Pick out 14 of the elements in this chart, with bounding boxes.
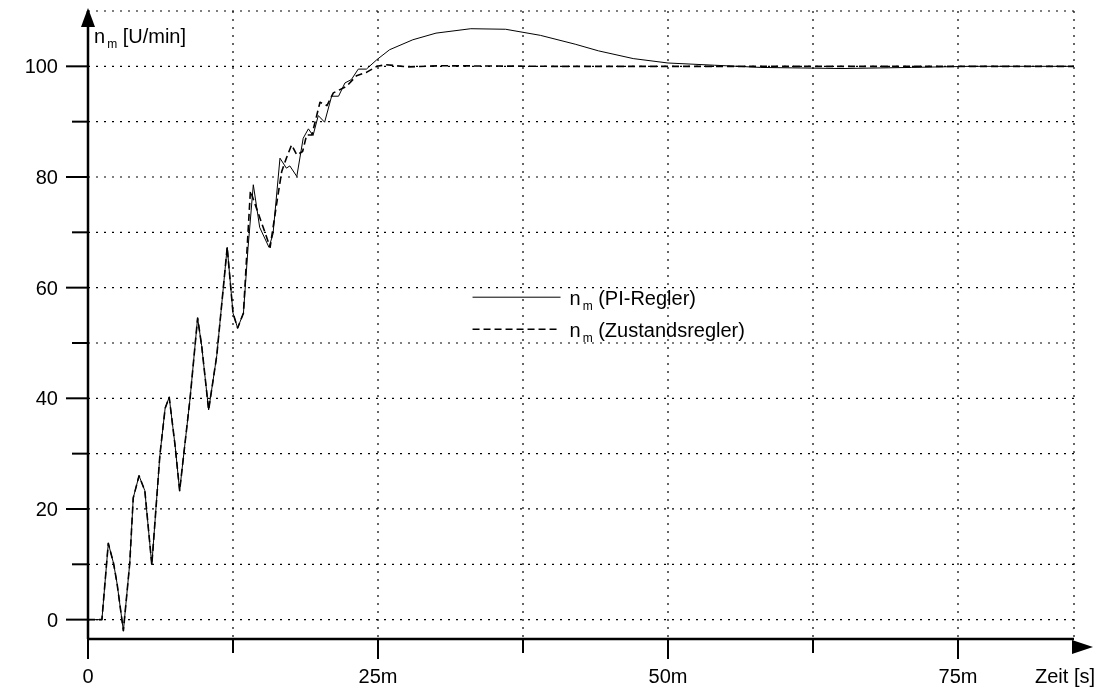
- x-tick-label: 75m: [938, 665, 978, 687]
- y-tick-label: 20: [35, 497, 58, 520]
- legend-label: n$_{m}$ (Zustandsregler): [569, 319, 745, 346]
- x-tick-label: 0: [82, 665, 94, 687]
- y-tick-label: 60: [35, 276, 58, 299]
- y-tick-label: 100: [24, 55, 58, 78]
- legend-label: n$_{m}$ (PI-Regler): [569, 287, 697, 314]
- x-tick-label: 25m: [358, 665, 398, 687]
- y-tick-label: 0: [46, 608, 58, 631]
- y-axis-title: n$_{m}$ [U/min]: [94, 25, 187, 52]
- y-tick-label: 40: [35, 387, 58, 410]
- x-axis-title: Zeit [s]: [1034, 665, 1095, 687]
- y-tick-label: 80: [35, 165, 58, 188]
- x-tick-label: 50m: [648, 665, 688, 687]
